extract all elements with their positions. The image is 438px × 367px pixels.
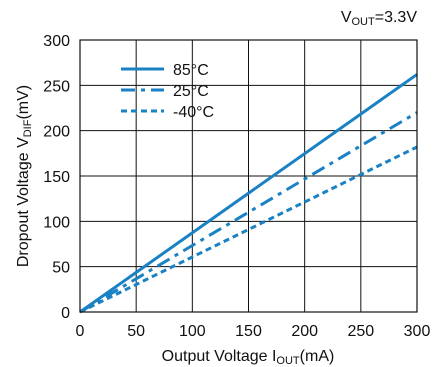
x-tick-label: 150 [235, 323, 262, 340]
legend-label-1: 85°C [173, 62, 209, 79]
legend-label-2: 25°C [173, 83, 209, 100]
x-tick-label: 300 [404, 323, 431, 340]
x-axis-title: Output Voltage IOUT(mA) [162, 348, 335, 367]
x-tick-label: 0 [76, 323, 85, 340]
series-line-1 [79, 73, 418, 314]
y-tick-label: 0 [61, 305, 70, 322]
x-tick-label: 250 [347, 323, 374, 340]
y-tick-label: 100 [43, 214, 70, 231]
series-line-2 [79, 111, 418, 314]
y-tick-label: 150 [43, 169, 70, 186]
series-layer [79, 73, 418, 314]
y-tick-label: 300 [43, 33, 70, 50]
series-line-3 [79, 145, 418, 314]
tick-labels: 0 50 100 150 200 250 300 0 50 100 150 200 250 300 [43, 33, 430, 340]
y-tick-label: 250 [43, 78, 70, 95]
y-axis-title: Dropout Voltage VDIF(mV) [15, 85, 34, 267]
plot-frame [79, 39, 418, 313]
x-tick-label: 100 [179, 323, 206, 340]
legend: 85°C 25°C -40°C [121, 62, 214, 121]
y-tick-label: 200 [43, 124, 70, 141]
condition-label: VOUT=3.3V [341, 9, 417, 28]
y-tick-label: 50 [52, 260, 70, 277]
x-tick-label: 50 [127, 323, 145, 340]
legend-label-3: -40°C [173, 104, 214, 121]
grid-lines [80, 40, 417, 312]
x-tick-label: 200 [291, 323, 318, 340]
